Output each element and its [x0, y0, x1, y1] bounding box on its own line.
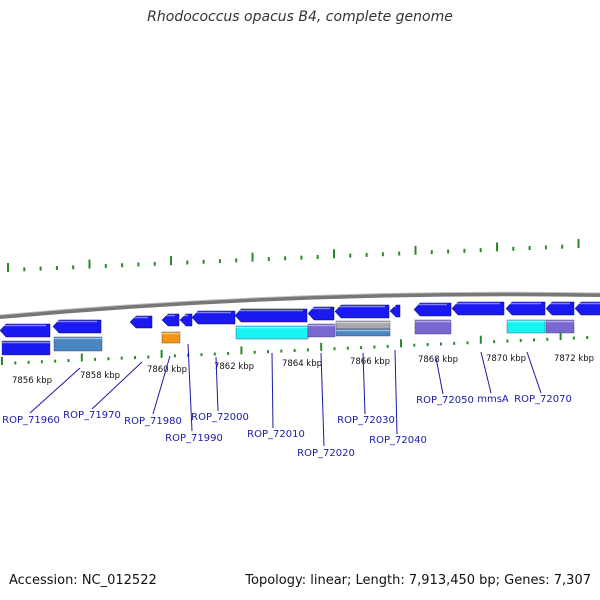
leader-line	[480, 351, 492, 394]
product-box	[545, 319, 575, 334]
ruler-tick-label: 7868 kbp	[418, 355, 458, 365]
gene-arrow	[505, 301, 546, 316]
product-box	[1, 340, 51, 356]
lower-tick-row	[1, 332, 589, 365]
upper-tick-row	[7, 239, 580, 272]
leader-line	[435, 357, 444, 395]
gene-arrow	[52, 319, 102, 334]
gene-label: ROP_71990	[165, 433, 223, 444]
gene-label: ROP_71960	[2, 415, 60, 426]
genome-stats: Topology: linear; Length: 7,913,450 bp; …	[245, 573, 591, 588]
gene-label: ROP_71970	[63, 410, 121, 421]
leader-line	[152, 355, 171, 415]
gene-label: ROP_72050	[416, 395, 474, 406]
ruler-tick-label: 7870 kbp	[486, 354, 526, 364]
ruler-tick-label: 7856 kbp	[12, 376, 52, 386]
gene-label: ROP_72000	[191, 412, 249, 423]
leader-line	[215, 356, 219, 412]
gene-arrow	[574, 301, 600, 316]
leader-line	[271, 352, 274, 429]
gene-arrow	[451, 301, 505, 316]
leader-line	[526, 351, 542, 394]
leader-line	[29, 367, 81, 414]
gene-label: ROP_71980	[124, 416, 182, 427]
gene-arrow	[413, 302, 452, 317]
product-box	[414, 319, 452, 335]
leader-lines	[29, 343, 542, 447]
gene-label: ROP_72010	[247, 429, 305, 440]
leader-line	[187, 343, 193, 432]
leader-line	[91, 361, 143, 410]
ruler-tick-label: 7866 kbp	[350, 357, 390, 367]
ruler-tick-label: 7860 kbp	[147, 365, 187, 375]
genome-backbone	[0, 291, 600, 319]
product-box	[307, 323, 336, 338]
product-box	[53, 336, 103, 352]
product-box	[506, 319, 546, 334]
gene-arrow	[334, 304, 390, 319]
feature-track	[0, 301, 600, 356]
ruler-tick-label: 7872 kbp	[554, 354, 594, 364]
ruler-tick-label: 7864 kbp	[282, 359, 322, 369]
gene-arrow	[191, 310, 236, 325]
gene-arrow	[307, 306, 335, 321]
gene-arrow	[389, 304, 401, 318]
ruler-tick-label: 7862 kbp	[214, 362, 254, 372]
gene-arrow	[545, 301, 575, 316]
gene-label: ROP_72040	[369, 435, 427, 446]
ruler-tick-label: 7858 kbp	[80, 371, 120, 381]
product-box	[335, 328, 391, 337]
gene-arrow	[234, 308, 308, 323]
gene-label: ROP_72030	[337, 415, 395, 426]
gene-label: ROP_72020	[297, 448, 355, 459]
map-title: Rhodococcus opacus B4, complete genome	[147, 9, 453, 25]
gene-arrow	[0, 323, 51, 338]
leader-line	[362, 352, 366, 415]
gene-label: ROP_72070	[514, 394, 572, 405]
gene-arrow	[179, 313, 193, 327]
ruler-label-row: 7856 kbp 7858 kbp 7860 kbp 7862 kbp 7864 kbp…	[12, 354, 594, 386]
gene-label: mmsA	[477, 394, 509, 405]
product-box	[161, 331, 181, 344]
leader-line	[394, 349, 398, 435]
gene-arrow	[161, 313, 180, 327]
accession-label: Accession: NC_012522	[9, 573, 157, 588]
leader-line	[320, 352, 325, 447]
gene-arrow	[129, 315, 153, 329]
